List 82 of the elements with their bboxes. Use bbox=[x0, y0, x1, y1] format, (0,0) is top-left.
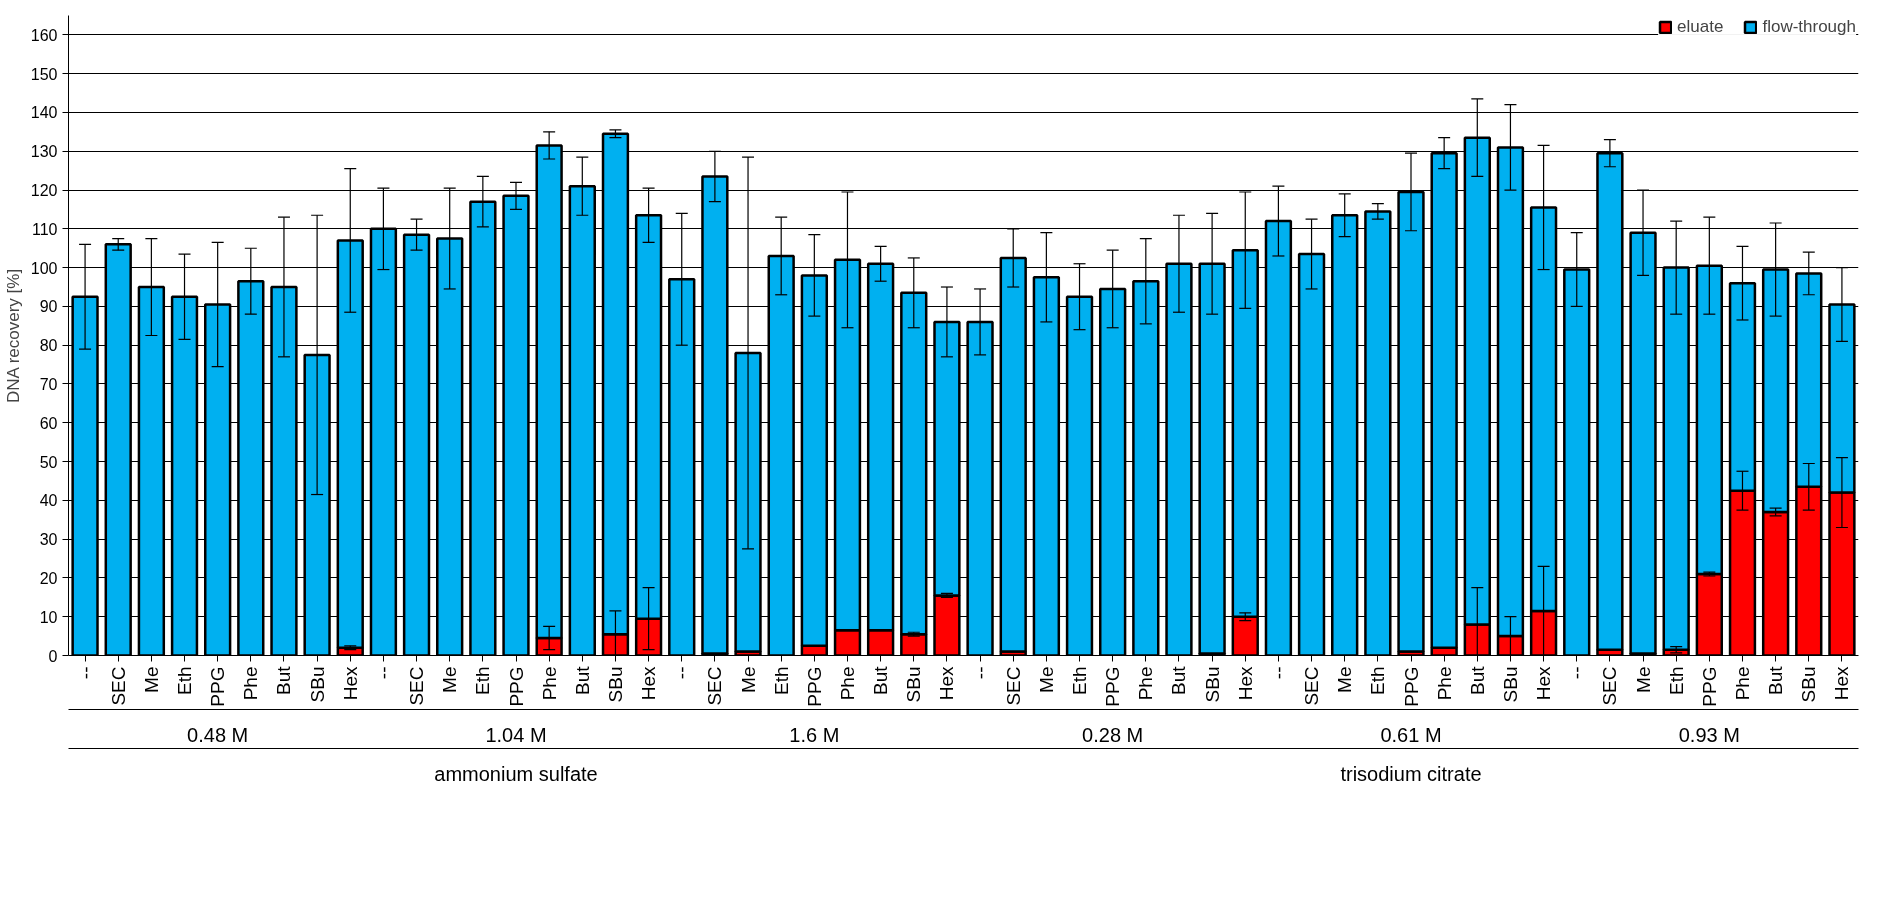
x-tick-label: -- bbox=[1267, 666, 1289, 680]
x-tick-label: SEC bbox=[107, 666, 129, 706]
y-tick-label: 10 bbox=[39, 608, 58, 626]
x-tick-label: But bbox=[1765, 665, 1787, 696]
y-tick-label: 130 bbox=[30, 143, 58, 161]
y-tick-label: 20 bbox=[39, 569, 58, 587]
text: 0.93 M bbox=[1678, 723, 1740, 746]
x-tick-label: -- bbox=[671, 666, 693, 680]
x-tick-label: PPG bbox=[803, 666, 825, 707]
x-tick-label: PPG bbox=[1102, 666, 1124, 707]
text: 1.04 M bbox=[485, 723, 547, 746]
x-tick-label: Hex bbox=[1234, 666, 1256, 701]
x-tick-label: PPG bbox=[207, 666, 229, 707]
x-tick-label: PPG bbox=[1698, 666, 1720, 707]
x-tick-label: PPG bbox=[1400, 666, 1422, 707]
legend-label: eluate bbox=[1677, 17, 1724, 37]
y-tick-label: 80 bbox=[39, 337, 58, 355]
text: trisodium citrate bbox=[1340, 762, 1482, 785]
x-tick-label: SBu bbox=[1499, 666, 1521, 703]
y-tick-label: 50 bbox=[39, 453, 58, 471]
y-tick-label: 140 bbox=[30, 104, 58, 122]
x-tick-label: Phe bbox=[240, 666, 262, 701]
legend-label: flow-through bbox=[1762, 17, 1856, 37]
text: ammonium sulfate bbox=[434, 762, 598, 785]
y-tick-label: 40 bbox=[39, 492, 58, 510]
x-tick-label: Phe bbox=[1135, 666, 1157, 701]
y-tick-label: 150 bbox=[30, 65, 58, 83]
x-tick-label: Me bbox=[140, 666, 162, 693]
x-tick-label: SEC bbox=[406, 666, 428, 706]
x-tick-label: SBu bbox=[1201, 666, 1223, 703]
y-tick-label: 90 bbox=[39, 298, 58, 316]
text: 1.6 M bbox=[789, 723, 840, 746]
x-tick-label: Eth bbox=[1367, 666, 1389, 696]
x-tick-label: Eth bbox=[770, 666, 792, 696]
x-tick-label: PPG bbox=[505, 666, 527, 707]
x-tick-label: SBu bbox=[903, 666, 925, 703]
x-tick-label: -- bbox=[969, 666, 991, 680]
x-tick-label: But bbox=[1168, 665, 1190, 696]
x-tick-label: SBu bbox=[604, 666, 626, 703]
text: 0.28 M bbox=[1082, 723, 1144, 746]
x-tick-label: -- bbox=[74, 666, 96, 680]
y-tick-label: 160 bbox=[30, 26, 58, 44]
x-tick-label: Phe bbox=[836, 666, 858, 701]
x-tick-label: Me bbox=[439, 666, 461, 693]
y-axis-title: DNA recovery [%] bbox=[3, 268, 23, 404]
y-tick-label: 110 bbox=[31, 220, 58, 238]
x-tick-label: Me bbox=[1035, 666, 1057, 693]
x-tick-label: Phe bbox=[538, 666, 560, 701]
x-tick-label: SEC bbox=[1599, 666, 1621, 706]
x-tick-label: SBu bbox=[1798, 666, 1820, 703]
x-tick-label: Me bbox=[737, 666, 759, 693]
x-tick-label: Eth bbox=[174, 666, 196, 696]
y-tick-label: 100 bbox=[30, 259, 58, 277]
y-tick-label: 120 bbox=[30, 182, 58, 200]
x-tick-label: Eth bbox=[1069, 666, 1091, 696]
x-tick-label: Me bbox=[1632, 666, 1654, 693]
text: 0.48 M bbox=[187, 723, 249, 746]
text: 0.61 M bbox=[1380, 723, 1442, 746]
x-tick-label: Phe bbox=[1731, 666, 1753, 701]
x-tick-label: SBu bbox=[306, 666, 328, 703]
x-tick-label: SEC bbox=[1002, 666, 1024, 706]
x-tick-label: Eth bbox=[1665, 666, 1687, 696]
x-tick-label: SEC bbox=[1301, 666, 1323, 706]
y-tick-label: 30 bbox=[39, 531, 58, 549]
x-tick-label: Eth bbox=[472, 666, 494, 696]
y-tick-label: 60 bbox=[39, 414, 58, 432]
x-tick-label: Hex bbox=[339, 666, 361, 701]
x-tick-label: Hex bbox=[936, 666, 958, 701]
x-tick-label: -- bbox=[1566, 666, 1588, 680]
x-tick-label: But bbox=[1466, 665, 1488, 696]
x-tick-label: -- bbox=[372, 666, 394, 680]
y-tick-label: 0 bbox=[48, 647, 58, 665]
x-tick-label: Hex bbox=[638, 666, 660, 701]
x-tick-label: But bbox=[870, 665, 892, 696]
x-tick-label: Me bbox=[1334, 666, 1356, 693]
x-tick-label: SEC bbox=[704, 666, 726, 706]
x-tick-label: Hex bbox=[1831, 666, 1853, 701]
y-tick-label: 70 bbox=[39, 375, 58, 393]
x-tick-label: But bbox=[571, 665, 593, 696]
x-tick-label: Phe bbox=[1433, 666, 1455, 701]
x-tick-label: Hex bbox=[1533, 666, 1555, 701]
x-tick-label: But bbox=[273, 665, 295, 696]
